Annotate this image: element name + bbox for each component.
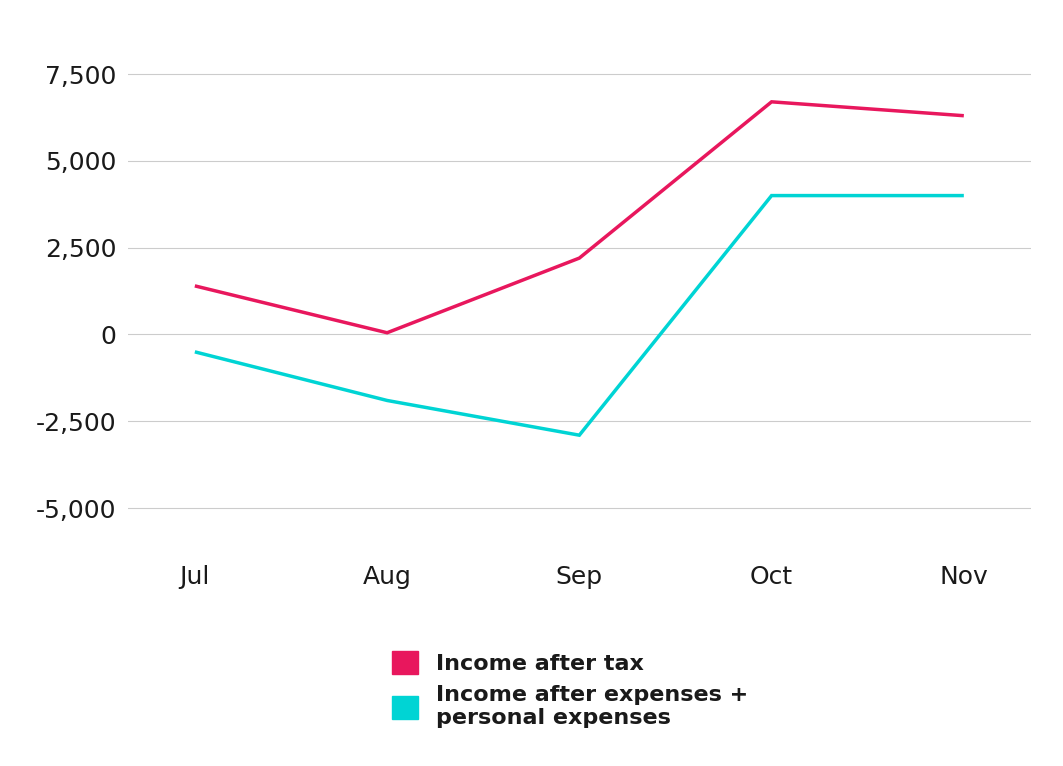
Legend: Income after tax, Income after expenses +
personal expenses: Income after tax, Income after expenses … — [391, 651, 748, 728]
